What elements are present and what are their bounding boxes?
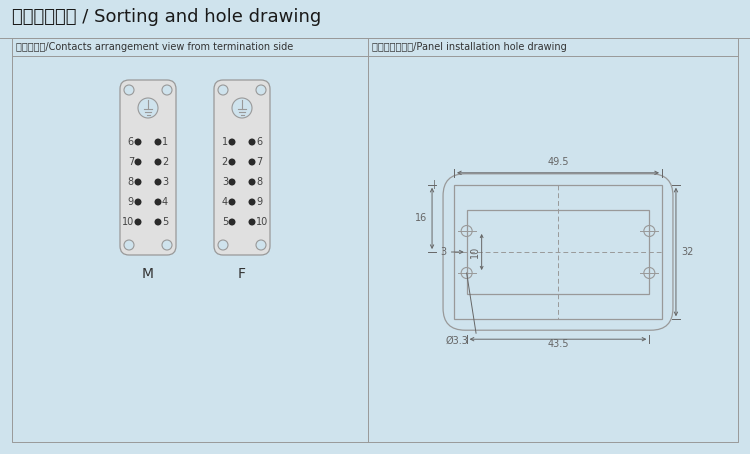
- Text: Ø3.3: Ø3.3: [446, 336, 469, 346]
- Circle shape: [256, 85, 266, 95]
- Bar: [454, 185, 662, 319]
- Circle shape: [154, 138, 161, 145]
- Text: 8: 8: [256, 177, 262, 187]
- Circle shape: [229, 138, 236, 145]
- Text: 7: 7: [128, 157, 134, 167]
- Circle shape: [162, 240, 172, 250]
- Text: 49.5: 49.5: [548, 157, 568, 167]
- Text: 3: 3: [440, 247, 447, 257]
- Circle shape: [124, 85, 134, 95]
- Circle shape: [248, 178, 256, 186]
- Text: 32: 32: [681, 247, 693, 257]
- Circle shape: [248, 218, 256, 226]
- Text: 10: 10: [256, 217, 268, 227]
- Text: 接插件排序/Contacts arrangement view from termination side: 接插件排序/Contacts arrangement view from ter…: [16, 42, 293, 52]
- Circle shape: [134, 138, 142, 145]
- Text: 3: 3: [222, 177, 228, 187]
- Circle shape: [248, 158, 256, 166]
- Text: |: |: [433, 180, 436, 189]
- Text: 2: 2: [222, 157, 228, 167]
- Circle shape: [134, 218, 142, 226]
- Circle shape: [218, 85, 228, 95]
- Circle shape: [248, 198, 256, 206]
- Text: 5: 5: [162, 217, 168, 227]
- Text: 3: 3: [162, 177, 168, 187]
- Text: F: F: [238, 267, 246, 281]
- Circle shape: [134, 178, 142, 186]
- Circle shape: [134, 198, 142, 206]
- Text: 16: 16: [415, 213, 427, 223]
- Circle shape: [124, 240, 134, 250]
- Circle shape: [248, 138, 256, 145]
- Bar: [466, 210, 650, 294]
- FancyBboxPatch shape: [214, 80, 270, 255]
- Text: 4: 4: [162, 197, 168, 207]
- Text: 7: 7: [256, 157, 262, 167]
- Text: 9: 9: [128, 197, 134, 207]
- Circle shape: [256, 240, 266, 250]
- Circle shape: [229, 158, 236, 166]
- Circle shape: [229, 218, 236, 226]
- Text: 10: 10: [122, 217, 134, 227]
- Text: 8: 8: [128, 177, 134, 187]
- Text: 5: 5: [222, 217, 228, 227]
- Text: 排序及开孔图 / Sorting and hole drawing: 排序及开孔图 / Sorting and hole drawing: [12, 8, 321, 26]
- Text: 6: 6: [256, 137, 262, 147]
- Circle shape: [162, 85, 172, 95]
- Circle shape: [154, 178, 161, 186]
- Text: 1: 1: [162, 137, 168, 147]
- Circle shape: [154, 158, 161, 166]
- Circle shape: [229, 178, 236, 186]
- Text: 6: 6: [128, 137, 134, 147]
- Circle shape: [134, 158, 142, 166]
- Text: 9: 9: [256, 197, 262, 207]
- Text: 43.5: 43.5: [548, 339, 568, 349]
- Circle shape: [154, 218, 161, 226]
- Text: 2: 2: [162, 157, 168, 167]
- Circle shape: [154, 198, 161, 206]
- FancyBboxPatch shape: [120, 80, 176, 255]
- Circle shape: [138, 98, 158, 118]
- Text: 10: 10: [470, 246, 480, 258]
- Circle shape: [229, 198, 236, 206]
- Text: 1: 1: [222, 137, 228, 147]
- Text: M: M: [142, 267, 154, 281]
- Circle shape: [232, 98, 252, 118]
- Text: 4: 4: [222, 197, 228, 207]
- Circle shape: [218, 240, 228, 250]
- Text: 面板安装开孔图/Panel installation hole drawing: 面板安装开孔图/Panel installation hole drawing: [372, 42, 567, 52]
